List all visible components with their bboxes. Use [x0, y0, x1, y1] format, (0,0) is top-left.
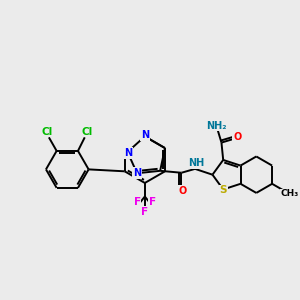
Text: Cl: Cl — [81, 127, 92, 136]
Text: Cl: Cl — [41, 127, 52, 136]
Text: O: O — [178, 186, 187, 196]
Text: F: F — [134, 197, 141, 207]
Text: S: S — [219, 185, 227, 195]
Text: NH₂: NH₂ — [207, 121, 227, 131]
Text: N: N — [124, 148, 132, 158]
Text: S: S — [219, 185, 227, 195]
Text: O: O — [178, 186, 187, 196]
Text: F: F — [141, 207, 148, 217]
Text: Cl: Cl — [81, 127, 92, 136]
Text: NH: NH — [188, 158, 204, 168]
Text: N: N — [133, 168, 141, 178]
Text: F: F — [141, 207, 148, 217]
Text: F: F — [134, 197, 141, 207]
Text: F: F — [149, 197, 156, 207]
Text: Cl: Cl — [41, 127, 52, 136]
Text: N: N — [141, 130, 149, 140]
Text: CH₃: CH₃ — [280, 190, 299, 199]
Text: CH₃: CH₃ — [280, 190, 299, 199]
Text: NH: NH — [188, 158, 204, 168]
Text: N: N — [141, 130, 149, 140]
Text: O: O — [233, 132, 242, 142]
Text: NH₂: NH₂ — [207, 121, 227, 131]
Text: N: N — [124, 148, 132, 158]
Text: O: O — [233, 132, 242, 142]
Text: N: N — [133, 168, 141, 178]
Text: F: F — [149, 197, 156, 207]
